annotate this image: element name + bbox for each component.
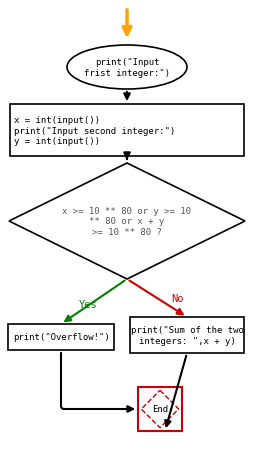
Text: x = int(input())
print("Input second integer:")
y = int(input()): x = int(input()) print("Input second int… [14, 116, 175, 146]
Text: Yes: Yes [79, 299, 97, 309]
Text: x >= 10 ** 80 or y >= 10
** 80 or x + y
>= 10 ** 80 ?: x >= 10 ** 80 or y >= 10 ** 80 or x + y … [62, 207, 192, 236]
Text: print("Input
frist integer:"): print("Input frist integer:") [84, 58, 170, 78]
Text: End: End [152, 405, 168, 414]
Ellipse shape [67, 46, 187, 90]
Text: No: No [172, 293, 184, 304]
FancyBboxPatch shape [10, 105, 244, 156]
FancyBboxPatch shape [130, 318, 244, 353]
Text: print("Overflow!"): print("Overflow!") [13, 333, 109, 342]
Polygon shape [9, 164, 245, 279]
FancyBboxPatch shape [8, 324, 114, 350]
Polygon shape [141, 391, 179, 428]
Text: print("Sum of the two
integers: ",x + y): print("Sum of the two integers: ",x + y) [131, 326, 243, 345]
FancyBboxPatch shape [138, 387, 182, 431]
